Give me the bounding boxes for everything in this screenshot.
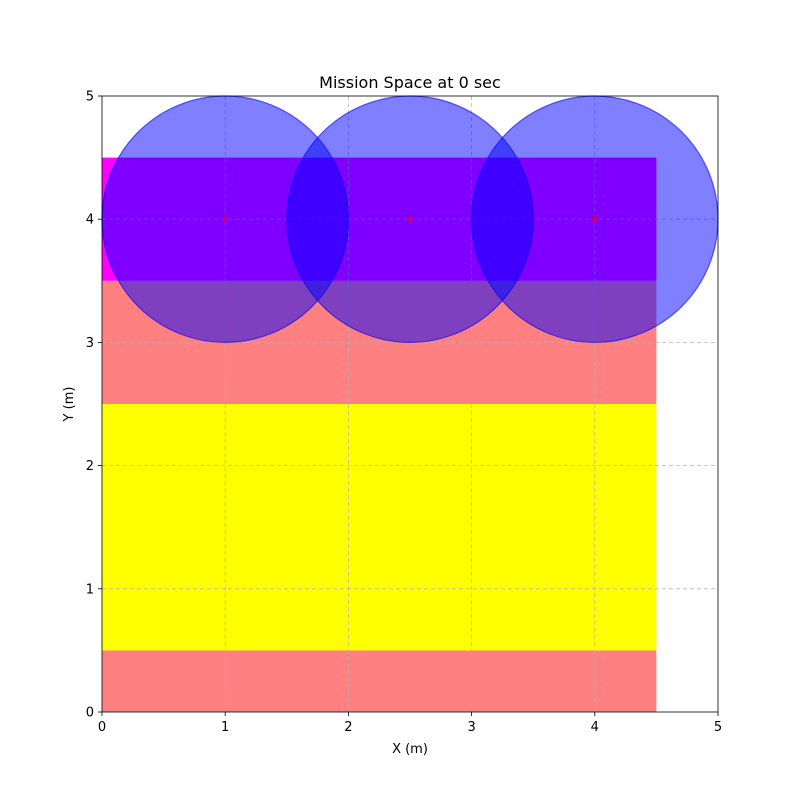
- x-tick-label-4: 4: [591, 720, 599, 735]
- y-tick-label-3: 3: [86, 336, 94, 351]
- y-tick-label-0: 0: [86, 706, 94, 721]
- x-axis-label: X (m): [392, 742, 428, 757]
- y-tick-label-2: 2: [86, 459, 94, 474]
- region-1: [102, 404, 657, 651]
- x-tick-label-2: 2: [344, 720, 352, 735]
- agent-marker-0: [221, 215, 230, 224]
- axes-frame: [101, 95, 719, 713]
- y-tick-label-4: 4: [86, 213, 94, 228]
- agent-marker-1: [406, 215, 414, 224]
- ticks-layer: 0 1 2 3 4 5 0 1 2 3 4 5: [86, 90, 722, 736]
- x-tick-label-5: 5: [714, 720, 722, 735]
- x-tick-label-3: 3: [467, 720, 475, 735]
- y-tick-label-1: 1: [86, 582, 94, 597]
- plot-area: [101, 95, 719, 713]
- x-tick-label-1: 1: [221, 720, 229, 735]
- y-tick-label-5: 5: [86, 90, 94, 105]
- agent-markers-layer: [221, 215, 599, 224]
- y-axis-label: Y (m): [62, 387, 77, 423]
- x-tick-label-0: 0: [98, 720, 106, 735]
- chart-title: Mission Space at 0 sec: [319, 73, 501, 92]
- region-0: [102, 650, 657, 712]
- agent-marker-2: [590, 215, 599, 224]
